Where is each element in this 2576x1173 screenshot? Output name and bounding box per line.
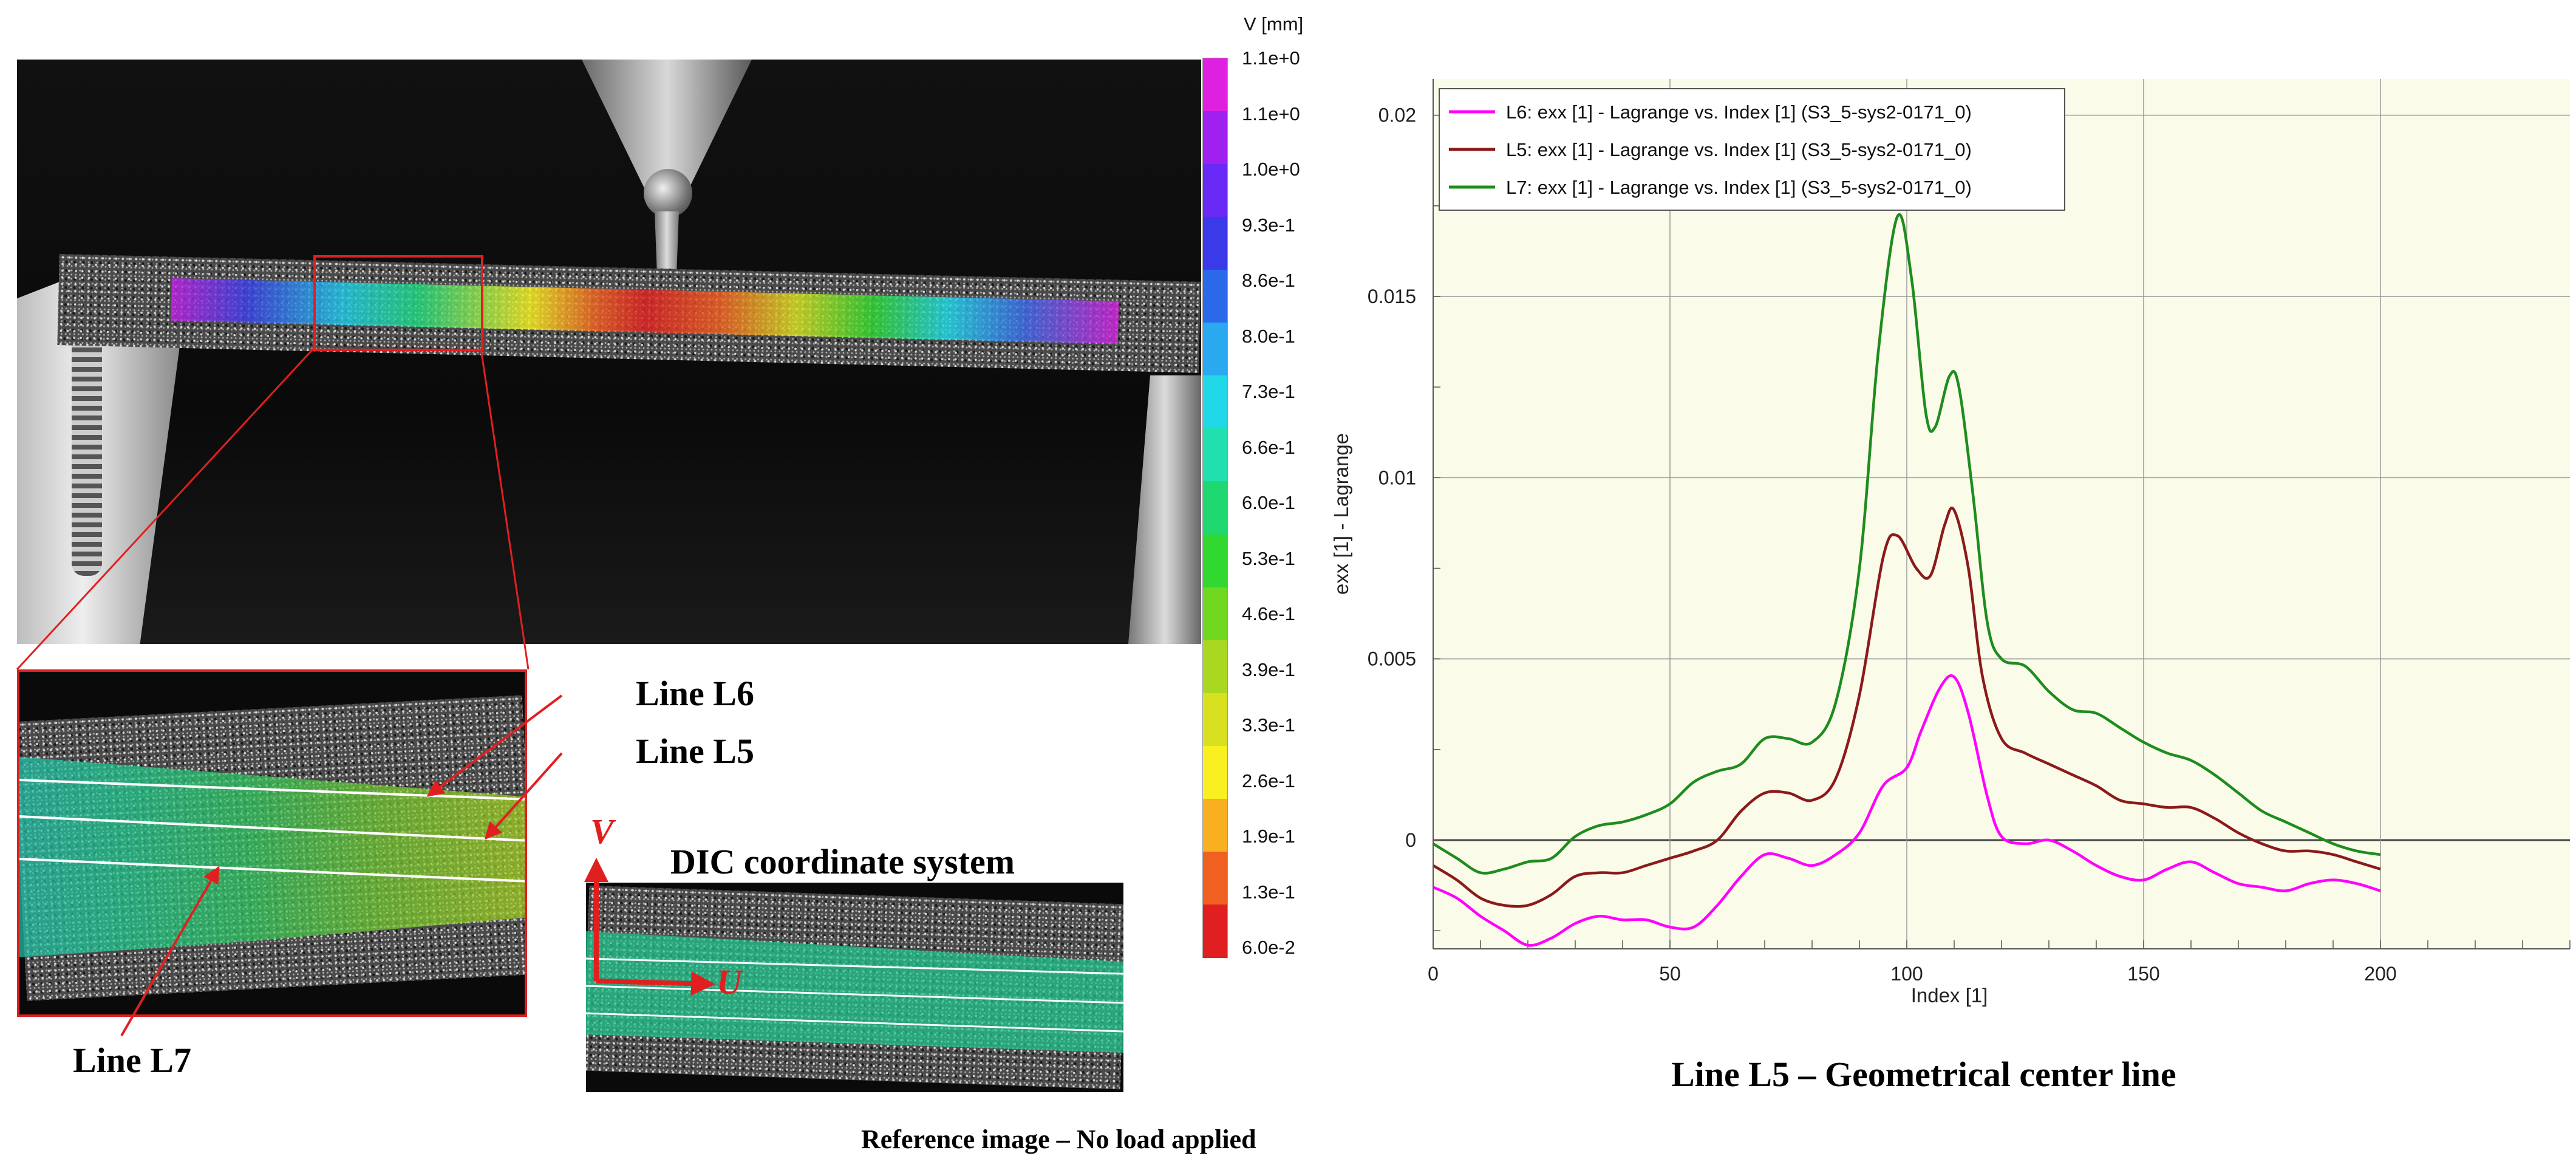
series-line-3: [1432, 213, 2381, 875]
zoom-region-box: [313, 255, 483, 351]
colorbar-tick-label: 3.3e-1: [1242, 714, 1295, 736]
x-tick-labels: 0 50 100 150 200: [1428, 963, 2397, 985]
legend-box: [1439, 88, 2065, 211]
arrow-line-l7: [120, 866, 220, 1037]
y-tick-labels: 0 0.005 0.01 0.015 0.02: [1368, 104, 1416, 851]
colorbar-tick-label: 1.1e+0: [1242, 47, 1300, 69]
x-tick-label: 150: [2127, 963, 2159, 985]
x-axis-title: Index [1]: [1911, 984, 1988, 1007]
colorbar-segment: [1203, 323, 1227, 377]
colorbar-tick-label: 8.0e-1: [1242, 325, 1295, 347]
label-line-l5: Line L5: [636, 731, 754, 771]
colorbar-segment: [1203, 481, 1227, 535]
inset-line-l7: [19, 858, 525, 883]
zoomed-inset: [17, 669, 527, 1017]
x-tick-label: 0: [1428, 963, 1439, 985]
colorbar-segment: [1203, 693, 1227, 747]
colorbar-segment: [1203, 217, 1227, 271]
y-tick-label: 0.005: [1368, 648, 1416, 670]
colorbar-tick-label: 6.6e-1: [1242, 436, 1295, 458]
coord-line-overlays: [586, 957, 1123, 1033]
colorbar-tick-label: 1.1e+0: [1242, 103, 1300, 125]
colorbar-segment: [1203, 798, 1227, 852]
colorbar-tick-label: 3.9e-1: [1242, 658, 1295, 680]
chart-caption: Line L5 – Geometrical center line: [1671, 1055, 2176, 1094]
colorbar-segment: [1203, 111, 1227, 165]
series-line-1: [1433, 674, 2381, 947]
colorbar-tick-label: 6.0e-1: [1242, 492, 1295, 513]
dic-coordinate-title: DIC coordinate system: [670, 842, 1015, 881]
y-tick-label: 0.015: [1368, 286, 1416, 307]
strain-line-chart: 0 0.005 0.01 0.015 0.02 0 50 100 150 200 Index […: [1330, 79, 2571, 1007]
legend-entry: L7: exx [1] - Lagrange vs. Index [1] (S3…: [1506, 177, 1972, 198]
colorbar-tick-label: 9.3e-1: [1242, 214, 1295, 236]
x-tick-label: 200: [2364, 963, 2396, 985]
colorbar-segment: [1203, 851, 1227, 905]
colorbar-segment: [1203, 164, 1227, 218]
colorbar-tick-label: 2.6e-1: [1242, 770, 1295, 792]
colorbar-title: V [mm]: [1244, 13, 1304, 35]
axis-v-label: V: [590, 812, 614, 851]
colorbar-segment: [1203, 745, 1227, 799]
colorbar-tick-label: 4.6e-1: [1242, 603, 1295, 624]
series-line-2: [1432, 506, 2381, 908]
colorbar-tick-label: 7.3e-1: [1242, 381, 1295, 402]
colorbar-segment: [1203, 904, 1227, 958]
legend-entry: L6: exx [1] - Lagrange vs. Index [1] (S3…: [1506, 101, 1972, 123]
colorbar-tick-label: 8.6e-1: [1242, 270, 1295, 291]
legend-entry: L5: exx [1] - Lagrange vs. Index [1] (S3…: [1506, 139, 1972, 160]
x-tick-label: 50: [1659, 963, 1681, 985]
y-tick-label: 0: [1405, 829, 1416, 851]
colorbar-tick-label: 1.3e-1: [1242, 881, 1295, 903]
arrow-line-l6: [426, 694, 563, 797]
colorbar-segment: [1203, 534, 1227, 588]
u-axis-arrow: [596, 971, 715, 996]
colorbar-segment: [1203, 58, 1227, 112]
x-tick-label: 100: [1890, 963, 1923, 985]
reference-caption: Reference image – No load applied: [861, 1124, 1256, 1154]
y-axis-title: exx [1] - Lagrange: [1330, 433, 1352, 595]
label-line-l6: Line L6: [636, 674, 754, 713]
chart-legend: L6: exx [1] - Lagrange vs. Index [1] (S3…: [1439, 88, 2065, 211]
inset-line-l5: [19, 815, 525, 842]
dic-coordinate-inset: [586, 883, 1123, 1092]
colorbar-segment: [1203, 587, 1227, 641]
colorbar-segment: [1203, 428, 1227, 482]
colorbar-tick-label: 6.0e-2: [1242, 937, 1295, 958]
arrow-line-l5: [485, 752, 563, 840]
colorbar-tick-label: 1.9e-1: [1242, 826, 1295, 847]
colorbar-segment: [1203, 375, 1227, 429]
top-fixture-bolt: [644, 169, 692, 217]
series-layer: [1432, 213, 2381, 947]
y-tick-label: 0.02: [1378, 104, 1416, 126]
colorbar-segment: [1203, 640, 1227, 694]
y-tick-label: 0.01: [1378, 467, 1416, 488]
colorbar-segment: [1203, 270, 1227, 324]
colorbar-tick-label: 1.0e+0: [1242, 159, 1300, 180]
colorbar: [1202, 58, 1228, 958]
colorbar-tick-label: 5.3e-1: [1242, 547, 1295, 569]
label-line-l7: Line L7: [73, 1041, 191, 1080]
axis-u-label: U: [717, 962, 742, 1002]
